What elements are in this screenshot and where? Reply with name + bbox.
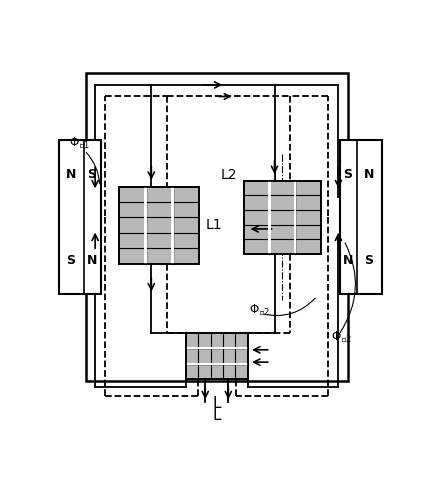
Text: S: S — [343, 168, 352, 181]
Text: $\Phi_{\,永2}$: $\Phi_{\,永2}$ — [331, 329, 352, 344]
Bar — [172, 186, 174, 263]
Bar — [59, 140, 101, 294]
Bar — [186, 333, 248, 379]
Text: S: S — [364, 254, 373, 267]
Bar — [119, 186, 200, 263]
Bar — [294, 181, 296, 254]
Text: S: S — [66, 254, 75, 267]
Text: N: N — [87, 254, 97, 267]
Bar — [186, 363, 248, 365]
Text: $\Phi_{\,励2}$: $\Phi_{\,励2}$ — [249, 302, 270, 317]
Bar — [144, 186, 147, 263]
Text: S: S — [87, 168, 96, 181]
Bar — [119, 186, 200, 263]
Bar — [86, 73, 348, 381]
Text: L1: L1 — [206, 218, 222, 232]
Text: L: L — [213, 408, 221, 423]
Text: $\Phi_{\,永1}$: $\Phi_{\,永1}$ — [69, 135, 90, 150]
Text: N: N — [66, 168, 76, 181]
Bar — [244, 181, 321, 254]
Bar — [186, 333, 248, 379]
Text: N: N — [343, 254, 353, 267]
Text: L: L — [213, 396, 221, 411]
Bar — [244, 181, 321, 254]
Bar — [268, 181, 270, 254]
Text: L2: L2 — [221, 168, 238, 182]
Bar — [186, 347, 248, 349]
Text: N: N — [364, 168, 374, 181]
Bar — [340, 140, 382, 294]
